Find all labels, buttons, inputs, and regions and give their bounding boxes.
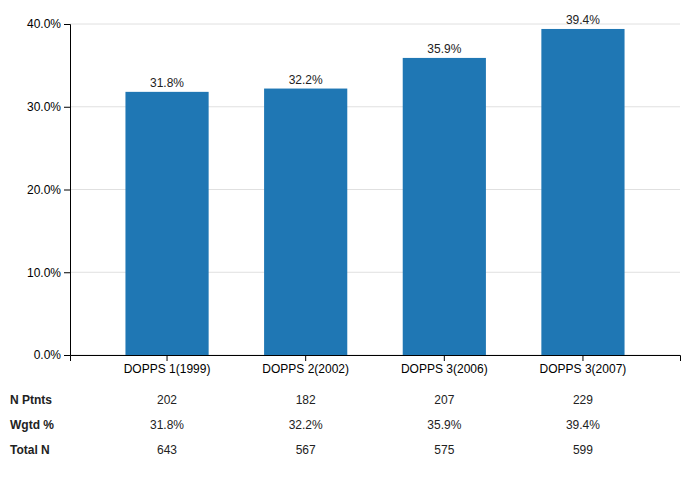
bar [264, 89, 347, 355]
x-tick-mark [444, 355, 445, 361]
x-tick: DOPPS 2(2002) [262, 355, 349, 376]
table-cell: 599 [573, 443, 593, 457]
table-cell: 207 [434, 393, 454, 407]
x-tick: DOPPS 1(1999) [124, 355, 211, 376]
y-axis: 0.0% 10.0% 20.0% 30.0% 40.0% [27, 17, 71, 362]
x-tick-mark [167, 355, 168, 361]
data-label: 39.4% [566, 13, 600, 27]
table-row-label: Wgtd % [10, 418, 54, 432]
table-row-label: Total N [10, 443, 50, 457]
y-tick-label: 20.0% [27, 183, 61, 197]
y-tick-mark [64, 190, 70, 191]
table-cell: 182 [296, 393, 316, 407]
data-label: 31.8% [150, 76, 184, 90]
table-cell: 229 [573, 393, 593, 407]
table-cell: 202 [157, 393, 177, 407]
data-label: 35.9% [427, 42, 461, 56]
y-tick-label: 0.0% [34, 348, 62, 362]
grid [70, 24, 680, 355]
y-tick-label: 10.0% [27, 266, 61, 280]
table-cell: 32.2% [289, 418, 323, 432]
bar [125, 92, 208, 355]
x-tick: DOPPS 3(2007) [540, 355, 627, 376]
x-axis-line [71, 356, 681, 362]
x-tick-mark [305, 355, 306, 361]
y-tick: 20.0% [27, 183, 70, 197]
x-tick-label: DOPPS 3(2007) [540, 362, 627, 376]
y-tick-mark [64, 24, 70, 25]
table-row-label: N Ptnts [10, 393, 52, 407]
table-cell: 575 [434, 443, 454, 457]
bars [125, 29, 624, 355]
bar [403, 58, 486, 355]
y-tick: 10.0% [27, 266, 70, 280]
table: N Ptnts Wgtd % Total N 202 182 207 229 31.8% 32.… [10, 393, 600, 457]
x-tick-mark [582, 355, 583, 361]
y-axis-line [64, 25, 71, 356]
table-cell: 35.9% [427, 418, 461, 432]
table-cell: 31.8% [150, 418, 184, 432]
chart: 31.8% 32.2% 35.9% 39.4% 0.0% 10.0% 20.0% 30.0% 4… [0, 0, 700, 500]
y-tick-mark [64, 107, 70, 108]
y-tick-mark [64, 355, 70, 356]
x-tick: DOPPS 3(2006) [401, 355, 488, 376]
data-labels: 31.8% 32.2% 35.9% 39.4% [150, 13, 600, 90]
y-tick: 30.0% [27, 100, 70, 114]
x-tick-label: DOPPS 3(2006) [401, 362, 488, 376]
y-tick: 0.0% [34, 348, 70, 362]
x-tick-label: DOPPS 1(1999) [124, 362, 211, 376]
x-axis: DOPPS 1(1999) DOPPS 2(2002) DOPPS 3(2006) D… [71, 355, 681, 376]
y-tick-label: 30.0% [27, 100, 61, 114]
y-tick: 40.0% [27, 17, 70, 31]
data-label: 32.2% [289, 73, 323, 87]
table-cell: 567 [296, 443, 316, 457]
table-cell: 39.4% [566, 418, 600, 432]
y-tick-label: 40.0% [27, 17, 61, 31]
bar [541, 29, 624, 355]
y-tick-mark [64, 272, 70, 273]
x-tick-label: DOPPS 2(2002) [262, 362, 349, 376]
table-cell: 643 [157, 443, 177, 457]
